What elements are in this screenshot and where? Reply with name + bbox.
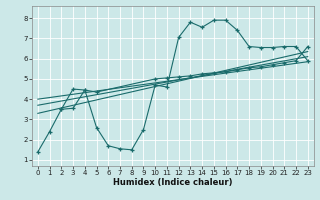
X-axis label: Humidex (Indice chaleur): Humidex (Indice chaleur) bbox=[113, 178, 233, 187]
